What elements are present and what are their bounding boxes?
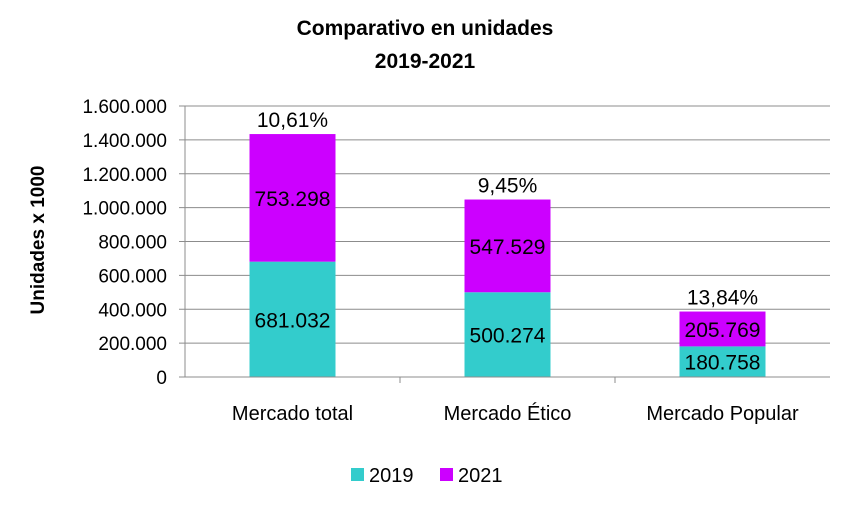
bar-2019-2	[464, 292, 551, 377]
data-label-2019-2: 500.274	[470, 325, 546, 348]
y-tick-label: 400.000	[98, 300, 167, 321]
y-tick-label: 200.000	[98, 334, 167, 355]
y-tick-label: 1.200.000	[82, 165, 167, 186]
y-axis-label: Unidades x 1000	[28, 166, 49, 315]
bar-2019-1	[249, 261, 336, 377]
category-label-3: Mercado Popular	[646, 403, 799, 425]
bar-2021-2	[464, 199, 551, 293]
bar-2021-3	[679, 311, 766, 347]
data-label-2021-1: 753.298	[255, 188, 331, 211]
bar-2021-1	[249, 134, 336, 262]
legend-label-2021: 2021	[458, 465, 503, 487]
legend-swatch-2019	[351, 468, 364, 481]
data-label-2021-3: 205.769	[685, 319, 761, 342]
y-tick-label: 1.400.000	[82, 131, 167, 152]
growth-label-1: 10,61%	[257, 109, 328, 132]
chart-title-line-1: Comparativo en unidades	[297, 17, 554, 40]
growth-label-2: 9,45%	[478, 175, 538, 198]
y-tick-label: 600.000	[98, 266, 167, 287]
category-label-2: Mercado Ético	[444, 402, 572, 425]
data-label-2021-2: 547.529	[470, 236, 546, 259]
y-tick-label: 1.600.000	[82, 97, 167, 118]
y-tick-labels: 0 200.000 400.000 600.000 800.000 1.000.000 1.…	[82, 97, 167, 389]
data-label-2019-1: 681.032	[255, 309, 331, 332]
category-label-1: Mercado total	[232, 403, 353, 425]
y-tick-label: 0	[156, 368, 167, 389]
legend-swatch-2021	[440, 468, 453, 481]
chart-title-line-2: 2019-2021	[375, 50, 476, 73]
growth-label-3: 13,84%	[687, 287, 758, 310]
bars	[249, 134, 766, 377]
data-label-2019-3: 180.758	[685, 352, 761, 375]
bar-2019-3	[679, 346, 766, 377]
legend-label-2019: 2019	[369, 465, 414, 487]
data-labels: 681.032 753.298 10,61% 500.274 547.529 9,45% 1…	[255, 109, 761, 375]
legend: 2019 2021	[351, 465, 503, 487]
y-tick-label: 1.000.000	[82, 199, 167, 220]
y-tick-label: 800.000	[98, 233, 167, 254]
axes	[184, 106, 830, 383]
category-labels: Mercado total Mercado Ético Mercado Popula…	[232, 402, 799, 425]
